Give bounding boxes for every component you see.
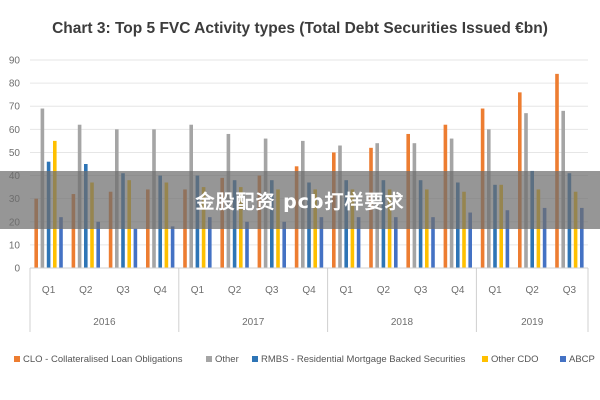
bar [573, 191, 578, 268]
bar [133, 228, 138, 268]
y-tick-label: 0 [14, 264, 20, 275]
y-tick-label: 80 [9, 79, 21, 90]
x-tick-label: Q3 [116, 285, 130, 296]
watermark-text: 金股配资 pcb打样要求 [195, 190, 405, 213]
x-tick-label: Q4 [451, 285, 465, 296]
x-tick-label: Q3 [563, 285, 577, 296]
bar [505, 210, 510, 268]
x-tick-label: Q2 [228, 285, 242, 296]
bar [319, 217, 324, 268]
y-tick-label: 90 [9, 56, 21, 67]
bar [356, 217, 361, 268]
y-axis-ticks: 0102030405060708090 [9, 56, 21, 275]
bar [555, 73, 559, 268]
watermark-banner: 金股配资 pcb打样要求 [0, 171, 600, 229]
x-tick-label: Q2 [526, 285, 540, 296]
legend-swatch [252, 356, 258, 362]
y-tick-label: 60 [9, 125, 21, 136]
y-tick-label: 70 [9, 102, 21, 113]
bar [542, 207, 547, 268]
legend-swatch [206, 356, 212, 362]
bar [170, 226, 175, 268]
legend-label: RMBS - Residential Mortgage Backed Secur… [261, 354, 466, 365]
x-tick-label: Q1 [488, 285, 502, 296]
bar [580, 207, 584, 268]
x-tick-label: Q4 [154, 285, 168, 296]
legend-swatch [482, 356, 488, 362]
legend: CLO - Collateralised Loan Obligations Oth… [14, 354, 595, 365]
x-axis: Q1 Q2 Q3 Q4 Q1 Q2 Q3 Q4 Q1 Q2 Q3 Q4 Q1 Q2 Q3 2016 2017 20… [29, 267, 589, 332]
legend-label: ABCP [569, 354, 595, 365]
legend-label: CLO - Collateralised Loan Obligations [23, 354, 183, 365]
bar [394, 217, 398, 268]
x-tick-label: Q2 [79, 285, 93, 296]
x-tick-label: Q2 [377, 285, 391, 296]
chart-title: Chart 3: Top 5 FVC Activity types (Total… [52, 20, 548, 37]
bar [468, 212, 472, 268]
year-label: 2019 [521, 317, 544, 328]
year-label: 2017 [242, 317, 265, 328]
x-tick-label: Q3 [414, 285, 428, 296]
x-tick-label: Q1 [340, 285, 354, 296]
year-label: 2016 [93, 317, 116, 328]
y-tick-label: 10 [9, 240, 21, 251]
legend-label: Other [215, 354, 239, 365]
y-tick-label: 50 [9, 148, 21, 159]
x-tick-label: Q3 [265, 285, 279, 296]
bar [245, 221, 249, 268]
x-tick-label: Q1 [191, 285, 205, 296]
year-label: 2018 [391, 317, 414, 328]
x-tick-label: Q1 [42, 285, 56, 296]
bar [282, 221, 286, 268]
bar [34, 198, 38, 268]
legend-swatch [560, 356, 566, 362]
bar [108, 191, 113, 268]
legend-label: Other CDO [491, 354, 539, 365]
bar [71, 194, 76, 268]
bar [96, 221, 100, 268]
bar [208, 217, 212, 268]
legend-swatch [14, 356, 20, 362]
bar [462, 191, 466, 268]
bar [59, 217, 63, 268]
x-tick-label: Q4 [302, 285, 316, 296]
bar [431, 217, 435, 268]
